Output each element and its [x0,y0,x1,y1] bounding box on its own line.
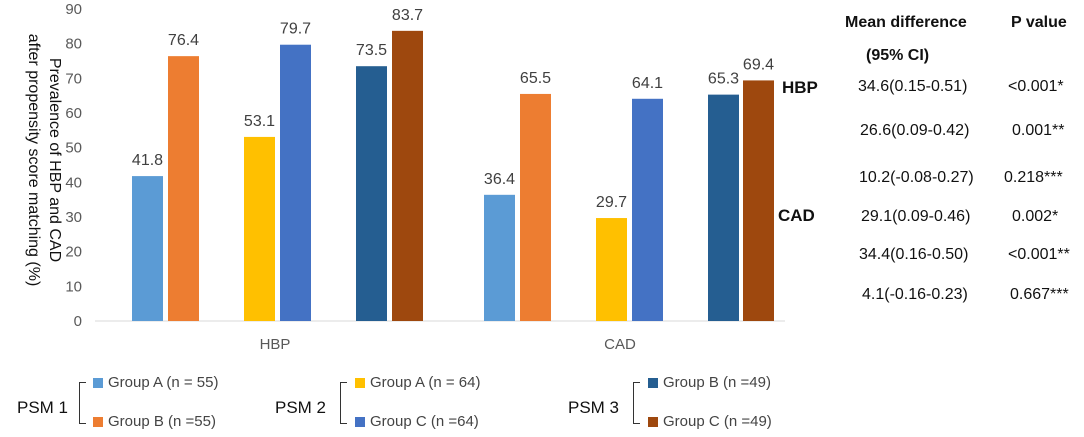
y-tick-label: 40 [65,174,82,191]
stat-mean-1: 34.6(0.15-0.51) [858,78,968,95]
y-tick-label: 90 [65,1,82,18]
legend-swatch [93,416,103,427]
bar-hbp-series-2 [168,56,199,321]
y-tick-label: 80 [65,36,82,53]
legend-label: Group B (n =55) [108,413,216,430]
data-label: 41.8 [132,152,163,169]
data-label: 73.5 [356,42,387,59]
stat-mean-3: 10.2(-0.08-0.27) [859,169,974,186]
x-tick-label-cad: CAD [604,336,636,353]
data-label: 79.7 [280,21,311,38]
data-label: 83.7 [392,7,423,24]
x-tick-label-hbp: HBP [260,336,291,353]
bar-hbp-series-4 [280,44,311,321]
legend-item-psm1-b: Group B (n =55) [93,413,216,430]
legend-psm1-label: PSM 1 [17,398,69,417]
mean-difference-header: Mean difference [845,14,967,31]
bars [132,30,774,322]
bar-hbp-series-3 [244,136,275,321]
legend-label: Group C (n =49) [663,413,772,430]
data-label: 29.7 [596,194,627,211]
p-value-header: P value [1011,14,1067,31]
bar-cad-series-4 [632,98,663,321]
stat-p-6: 0.667*** [1010,286,1069,303]
data-label: 53.1 [244,113,275,130]
y-tick-label: 10 [65,278,82,295]
stat-p-5: <0.001** [1008,246,1070,263]
y-tick-label: 30 [65,209,82,226]
y-tick-label: 50 [65,140,82,157]
data-labels: 41.8 76.4 53.1 79.7 73.5 83.7 36.4 65.5 29.7 64.1… [132,7,774,211]
legend-psm3-label: PSM 3 [568,398,620,417]
x-tick-labels: HBP CAD [260,336,636,353]
stat-mean-2: 26.6(0.09-0.42) [860,122,970,139]
bar-cad-series-1 [484,194,515,321]
legend-item-psm2-b: Group C (n =64) [355,413,479,430]
legend-swatch [93,377,103,388]
bar-chart: 0 10 20 30 40 50 60 70 80 90 41.8 76.4 53.1 79.7 73.5… [25,1,785,353]
legend-swatch [355,377,365,388]
bar-hbp-series-1 [132,176,163,321]
stat-p-4: 0.002* [1012,208,1059,225]
bar-cad-series-3 [596,218,627,321]
legend-item-psm2-a: Group A (n = 64) [355,374,481,391]
stat-p-1: <0.001* [1008,78,1064,95]
legend-swatch [648,377,658,388]
legend-item-psm3-a: Group B (n =49) [648,374,771,391]
y-tick-label: 20 [65,244,82,261]
data-label: 36.4 [484,171,515,188]
legend-swatch [648,416,658,427]
legend-label: Group A (n = 55) [108,374,219,391]
y-axis-label-line-1: Prevalence of HBP and CAD [46,58,63,262]
bar-cad-series-2 [520,93,551,321]
bar-cad-series-6 [743,80,774,321]
y-tick-label: 60 [65,105,82,122]
group-label-cad: CAD [778,206,815,225]
data-label: 65.3 [708,71,739,88]
data-label: 76.4 [168,32,199,49]
ci-header: (95% CI) [866,47,930,64]
stat-mean-4: 29.1(0.09-0.46) [861,208,971,225]
stat-mean-5: 34.4(0.16-0.50) [859,246,969,263]
bar-hbp-series-5 [356,66,387,321]
legend-psm2-label: PSM 2 [275,398,327,417]
legend-swatch [355,416,365,427]
stat-mean-6: 4.1(-0.16-0.23) [862,286,968,303]
data-label: 65.5 [520,70,551,87]
bar-hbp-series-6 [392,30,423,322]
y-tick-label: 0 [74,313,82,330]
stat-p-3: 0.218*** [1004,169,1063,186]
legend-item-psm3-b: Group C (n =49) [648,413,772,430]
data-label: 69.4 [743,56,774,73]
stat-p-2: 0.001** [1012,122,1065,139]
legend-label: Group A (n = 64) [370,374,481,391]
y-axis-label-line-2: after propensity score matching (%) [25,34,42,287]
legend-label: Group B (n =49) [663,374,771,391]
legend-psm3-bracket [633,382,640,424]
bar-cad-series-5 [708,94,739,321]
data-label: 64.1 [632,75,663,92]
legend-psm2-bracket [340,382,347,424]
legend-item-psm1-a: Group A (n = 55) [93,374,219,391]
y-tick-labels: 0 10 20 30 40 50 60 70 80 90 [65,1,82,330]
legend-psm1-bracket [79,382,86,424]
group-label-hbp: HBP [782,78,818,97]
y-tick-label: 70 [65,70,82,87]
legend-label: Group C (n =64) [370,413,479,430]
